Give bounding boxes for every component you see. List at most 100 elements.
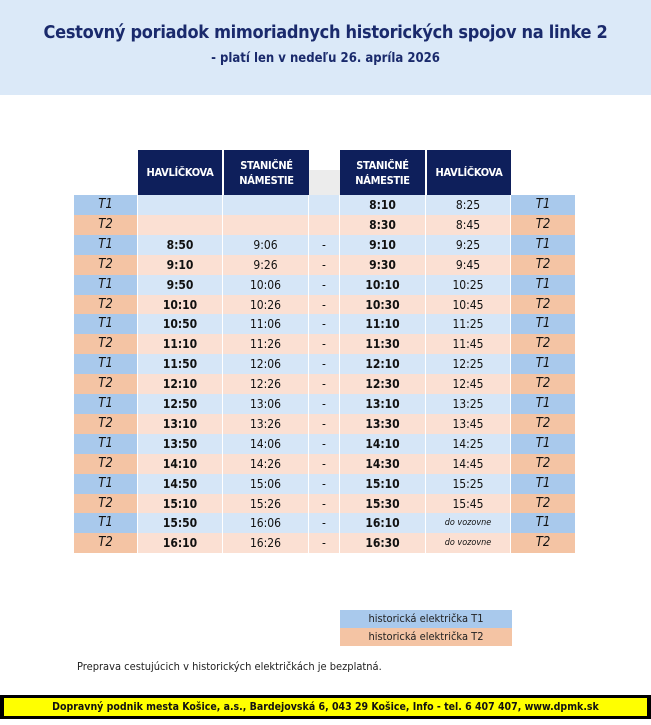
train-label: T1 xyxy=(511,314,576,335)
time-cell: - xyxy=(309,513,340,534)
time-cell: 12:26 xyxy=(223,374,309,395)
time-cell: 11:50 xyxy=(138,354,223,375)
time-cell: 10:26 xyxy=(223,294,309,315)
time-cell: 14:10 xyxy=(138,453,223,474)
time-cell: 12:10 xyxy=(340,354,426,375)
time-cell: 10:45 xyxy=(426,294,511,315)
train-label: T1 xyxy=(511,234,576,255)
time-cell: 10:10 xyxy=(340,274,426,295)
train-label: T2 xyxy=(511,254,576,275)
time-cell: 15:30 xyxy=(340,493,426,514)
time-cell: 15:26 xyxy=(223,493,309,514)
col-header-stanicne-2: STANIČNÉ NÁMESTIE xyxy=(340,150,425,195)
time-cell: 12:06 xyxy=(223,354,309,375)
table-row: T1 8:10 8:25 T1 xyxy=(74,195,576,215)
time-cell: - xyxy=(309,533,340,554)
time-cell: 15:06 xyxy=(223,473,309,494)
train-label: T2 xyxy=(74,533,138,554)
table-row: T1 10:50 11:06-11:10 11:25 T1 xyxy=(74,314,576,335)
legend-t2: historická električka T2 xyxy=(340,628,512,646)
time-cell: - xyxy=(309,394,340,414)
train-label: T2 xyxy=(511,214,576,235)
footer-text: Dopravný podnik mesta Košice, a.s., Bard… xyxy=(4,698,647,716)
train-label: T2 xyxy=(74,294,138,315)
time-cell: - xyxy=(309,254,340,275)
time-cell: - xyxy=(309,234,340,255)
time-cell: 16:06 xyxy=(223,513,309,534)
time-cell: 11:10 xyxy=(138,334,223,355)
legend-t1: historická električka T1 xyxy=(340,610,512,628)
train-label: T1 xyxy=(74,354,138,375)
time-cell: 15:10 xyxy=(138,493,223,514)
time-cell: 12:10 xyxy=(138,374,223,395)
table-row: T1 14:50 15:06-15:10 15:25 T1 xyxy=(74,473,576,494)
time-cell: 14:45 xyxy=(426,453,511,474)
time-cell: 12:45 xyxy=(426,374,511,395)
train-label: T2 xyxy=(511,413,576,434)
train-label: T2 xyxy=(511,294,576,315)
time-cell: - xyxy=(309,314,340,335)
time-cell: 14:06 xyxy=(223,433,309,454)
table-row: T1 11:50 12:06-12:10 12:25 T1 xyxy=(74,354,576,375)
table-row: T2 9:10 9:26-9:30 9:45 T2 xyxy=(74,254,576,275)
time-cell: - xyxy=(309,334,340,355)
train-label: T1 xyxy=(511,274,576,295)
time-cell: 11:30 xyxy=(340,334,426,355)
time-cell: 9:25 xyxy=(426,234,511,255)
time-cell xyxy=(309,195,340,215)
time-cell: - xyxy=(309,453,340,474)
time-cell: 8:30 xyxy=(340,214,426,235)
time-cell: 14:30 xyxy=(340,453,426,474)
time-cell xyxy=(138,214,223,235)
time-cell: 14:50 xyxy=(138,473,223,494)
table-row: T2 12:10 12:26-12:30 12:45 T2 xyxy=(74,374,576,395)
time-cell: 16:26 xyxy=(223,533,309,554)
time-cell: 9:10 xyxy=(138,254,223,275)
time-cell: 9:45 xyxy=(426,254,511,275)
gap-cell xyxy=(309,170,340,195)
page-subtitle: - platí len v nedeľu 26. apríla 2026 xyxy=(211,51,440,66)
time-cell: 14:26 xyxy=(223,453,309,474)
table-row: T2 16:10 16:26-16:30 do vozovne T2 xyxy=(74,533,576,554)
time-cell: 13:26 xyxy=(223,413,309,434)
time-cell: 10:50 xyxy=(138,314,223,335)
time-cell: - xyxy=(309,294,340,315)
time-cell: 9:30 xyxy=(340,254,426,275)
time-cell: 9:26 xyxy=(223,254,309,275)
col-header-havlickova-1: HAVLÍČKOVA xyxy=(138,150,222,195)
table-row: T1 9:50 10:06-10:10 10:25 T1 xyxy=(74,274,576,295)
time-cell: 13:45 xyxy=(426,413,511,434)
train-label: T2 xyxy=(74,413,138,434)
train-label: T1 xyxy=(511,433,576,454)
time-cell: 15:45 xyxy=(426,493,511,514)
col-header-havlickova-2: HAVLÍČKOVA xyxy=(427,150,511,195)
time-cell: 11:25 xyxy=(426,314,511,335)
table-row: T2 11:10 11:26-11:30 11:45 T2 xyxy=(74,334,576,355)
train-label: T2 xyxy=(74,453,138,474)
time-cell: 11:06 xyxy=(223,314,309,335)
table-row: T1 13:50 14:06-14:10 14:25 T1 xyxy=(74,433,576,454)
footer: Dopravný podnik mesta Košice, a.s., Bard… xyxy=(0,695,651,719)
time-cell xyxy=(223,195,309,215)
train-label: T1 xyxy=(511,354,576,375)
table-row: T2 15:10 15:26-15:30 15:45 T2 xyxy=(74,493,576,514)
time-cell: 8:45 xyxy=(426,214,511,235)
header-band: Cestovný poriadok mimoriadnych historick… xyxy=(0,0,651,95)
time-cell: 11:26 xyxy=(223,334,309,355)
time-cell: 11:10 xyxy=(340,314,426,335)
time-cell: 13:50 xyxy=(138,433,223,454)
time-cell: 11:45 xyxy=(426,334,511,355)
table-row: T1 15:50 16:06-16:10 do vozovne T1 xyxy=(74,513,576,534)
time-cell: 13:10 xyxy=(138,413,223,434)
time-cell: 9:50 xyxy=(138,274,223,295)
train-label: T1 xyxy=(74,314,138,335)
time-cell: - xyxy=(309,354,340,375)
time-cell: 13:06 xyxy=(223,394,309,414)
time-cell: - xyxy=(309,473,340,494)
train-label: T1 xyxy=(511,473,576,494)
time-cell: 15:25 xyxy=(426,473,511,494)
table-row: T2 14:10 14:26-14:30 14:45 T2 xyxy=(74,453,576,474)
time-cell: 12:25 xyxy=(426,354,511,375)
train-label: T2 xyxy=(511,334,576,355)
train-label: T2 xyxy=(74,493,138,514)
